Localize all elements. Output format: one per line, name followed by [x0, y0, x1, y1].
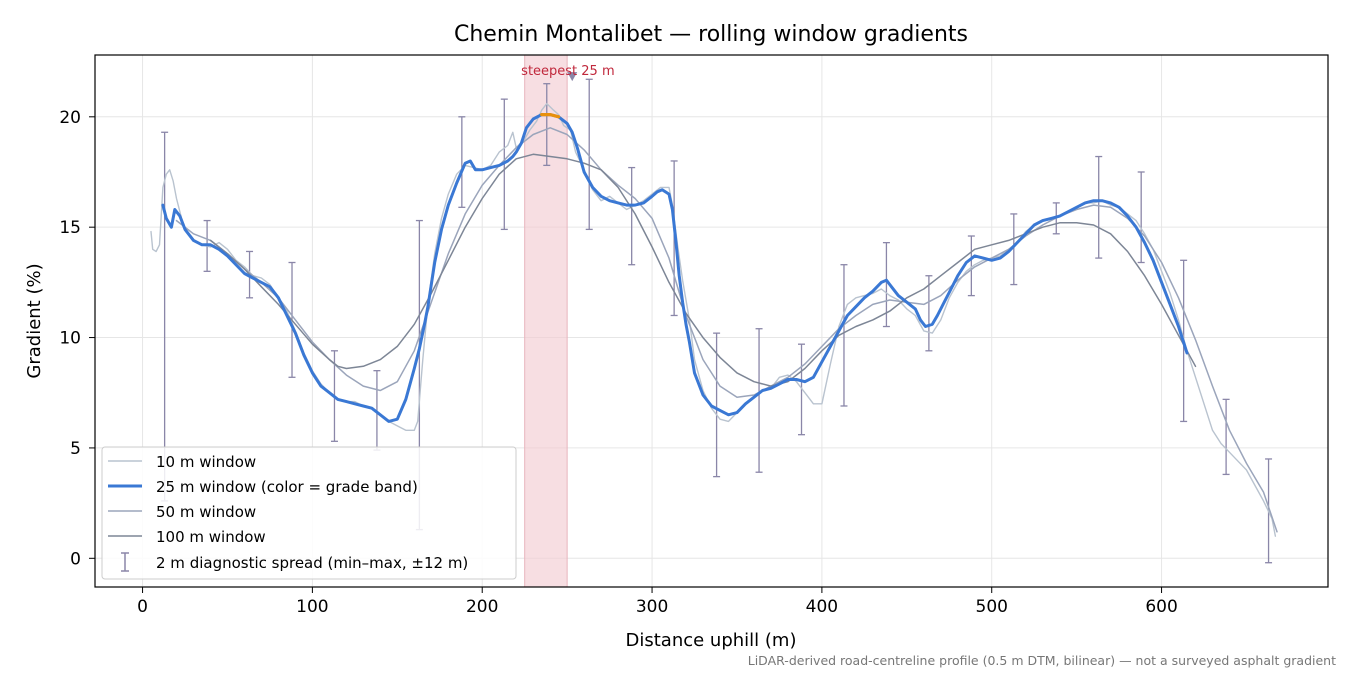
spread-bar [840, 264, 848, 407]
steepest-highlight [524, 54, 568, 588]
legend-label-10m: 10 m window [156, 453, 256, 471]
annotations: steepest 25 m [521, 64, 615, 82]
y-axis-label: Gradient (%) [24, 263, 45, 378]
legend-label-spread: 2 m diagnostic spread (min–max, ±12 m) [156, 554, 468, 572]
spread-bar [925, 275, 933, 352]
spread-bar [1222, 398, 1230, 476]
x-tick-label: 500 [976, 597, 1008, 617]
y-tick-label: 20 [59, 108, 81, 128]
steepest-band [524, 54, 568, 588]
spread-bar [585, 78, 593, 231]
legend-label-100m: 100 m window [156, 528, 266, 546]
x-tick-label: 200 [466, 597, 498, 617]
steepest-segment-overlay [540, 113, 561, 119]
x-tick-label: 300 [636, 597, 668, 617]
x-tick-label: 0 [137, 597, 148, 617]
spread-bar [1137, 171, 1145, 264]
y-tick-label: 10 [59, 329, 81, 349]
x-tick-label: 400 [806, 597, 838, 617]
legend-label-50m: 50 m window [156, 503, 256, 521]
spread-bar [755, 328, 763, 473]
x-axis-label: Distance uphill (m) [626, 630, 797, 651]
series-lines [150, 102, 1278, 537]
y-tick-label: 0 [70, 549, 81, 569]
steepest-label: steepest 25 m [521, 64, 614, 79]
spread-bar [1010, 213, 1018, 286]
legend: 10 m window 25 m window (color = grade b… [101, 446, 517, 580]
legend-label-25m: 25 m window (color = grade band) [156, 478, 418, 496]
legend-swatch-spread [121, 552, 129, 572]
spread-bar [458, 116, 466, 208]
series-line-50m [175, 127, 1278, 533]
chart-title: Chemin Montalibet — rolling window gradi… [454, 22, 968, 47]
y-tick-label: 5 [70, 439, 81, 459]
spread-bar [967, 235, 975, 297]
spread-bar [543, 83, 551, 167]
x-tick-label: 600 [1145, 597, 1177, 617]
spread-bar [713, 332, 721, 478]
plot-frame [94, 54, 1329, 588]
x-tick-label: 100 [296, 597, 328, 617]
series-line-25m [161, 113, 1189, 423]
axis-ticks: 0 100 200 300 400 500 600 0 5 10 15 20 [59, 108, 1177, 617]
legend-box [101, 446, 517, 580]
steepest-marker [567, 72, 578, 82]
spread-bar [1095, 155, 1103, 259]
footnote: LiDAR-derived road-centreline profile (0… [748, 653, 1336, 668]
y-tick-label: 15 [59, 218, 81, 238]
spread-bar [628, 166, 636, 266]
